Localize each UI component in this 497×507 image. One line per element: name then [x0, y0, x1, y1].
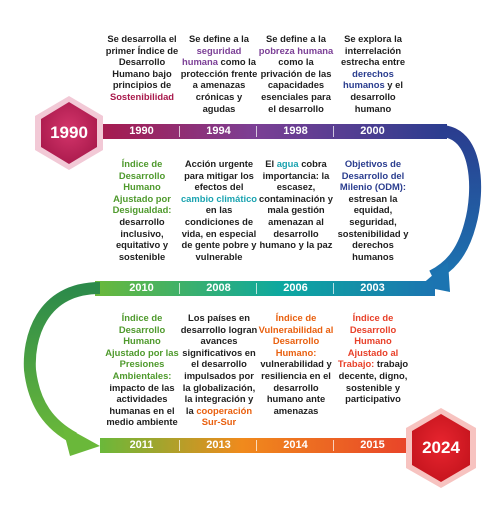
end-year-badge: 2024: [422, 438, 460, 457]
year-label: 2003: [360, 282, 385, 294]
milestone-description: Se explora la interrelación estrecha ent…: [334, 33, 412, 114]
year-label: 2013: [206, 439, 231, 451]
year-label: 2000: [360, 125, 385, 137]
end-badge-shape: [412, 414, 470, 482]
year-label: 1998: [283, 125, 308, 137]
highlighted-term: Índice de Vulnerabilidad al Desarrollo H…: [258, 312, 334, 358]
row-2-band: [95, 281, 435, 296]
highlighted-term: Objetivos de Desarrollo del Milenio (ODM…: [339, 158, 407, 193]
year-label: 2008: [206, 282, 231, 294]
left-curve-connector: [23, 282, 101, 444]
year-separator: [333, 440, 334, 451]
milestone-description: Índice de Desarrollo Humano Ajustado al …: [334, 312, 412, 405]
description-text: estresan la equidad, seguridad, sostenib…: [337, 192, 409, 262]
year-label: 1990: [129, 125, 154, 137]
highlighted-term: Índice de Desarrollo Humano Ajustado por…: [112, 158, 172, 216]
year-label: 2011: [129, 439, 154, 451]
milestone-description: Acción urgente para mitigar los efectos …: [180, 158, 258, 262]
highlighted-term: seguridad humana: [182, 44, 242, 68]
highlighted-term: cooperación Sur-Sur: [196, 404, 253, 428]
description-text: Se define a la: [189, 33, 249, 44]
description-text: desarrollo inclusivo, equitativo y soste…: [115, 215, 169, 262]
description-text: Se define a la: [266, 33, 326, 44]
year-separator: [179, 440, 180, 451]
year-separator: [333, 126, 334, 137]
highlighted-term: cambio climático: [180, 192, 258, 204]
description-text: Se explora la interrelación estrecha ent…: [340, 33, 406, 68]
year-separator: [179, 126, 180, 137]
year-separator: [256, 283, 257, 294]
milestone-description: Se desarrolla el primer Índice de Desarr…: [103, 33, 181, 103]
year-separator: [333, 283, 334, 294]
year-separator: [256, 126, 257, 137]
milestone-description: Se define a la pobreza humana como la pr…: [257, 33, 335, 114]
year-label: 2006: [283, 282, 308, 294]
description-text: El: [265, 158, 277, 169]
milestone-description: Índice de Vulnerabilidad al Desarrollo H…: [257, 312, 335, 416]
milestone-description: Se define a la seguridad humana como la …: [180, 33, 258, 114]
left-arrowhead: [62, 425, 100, 456]
highlighted-term: Índice de Desarrollo Humano Ajustado por…: [105, 312, 179, 381]
description-text: Acción urgente para mitigar los efectos …: [184, 158, 254, 193]
year-label: 2014: [283, 439, 308, 451]
highlighted-term: pobreza humana: [258, 44, 334, 56]
year-separator: [256, 440, 257, 451]
row-1-band: [95, 124, 447, 139]
milestone-description: Índice de Desarrollo Humano Ajustado por…: [103, 158, 181, 262]
description-text: Los países en desarrollo logran avances …: [180, 312, 258, 416]
start-badge-shape: [41, 102, 97, 164]
milestone-description: Índice de Desarrollo Humano Ajustado por…: [103, 312, 181, 428]
description-text: vulnerabilidad y resiliencia en el desar…: [260, 358, 332, 416]
description-text: cobra importancia: la escasez, contamina…: [259, 158, 333, 251]
highlighted-term: agua: [276, 158, 299, 169]
year-separator: [179, 283, 180, 294]
highlighted-term: Índice de Desarrollo Humano Ajustado al …: [337, 312, 399, 370]
year-label: 2015: [360, 439, 385, 451]
milestone-description: Objetivos de Desarrollo del Milenio (ODM…: [334, 158, 412, 262]
description-text: y el desarrollo humano: [350, 79, 403, 114]
highlighted-term: Sostenibilidad: [109, 90, 175, 102]
milestone-description: Los países en desarrollo logran avances …: [180, 312, 258, 428]
highlighted-term: derechos humanos: [343, 67, 394, 91]
right-curve-connector: [429, 125, 482, 282]
row-3-band: [100, 438, 415, 453]
milestone-description: El agua cobra importancia: la escasez, c…: [257, 158, 335, 251]
year-label: 1994: [206, 125, 231, 137]
start-year-badge: 1990: [50, 123, 88, 142]
year-label: 2010: [129, 282, 154, 294]
description-text: Se desarrolla el primer Índice de Desarr…: [105, 33, 179, 91]
description-text: impacto de las actividades humanas en el…: [106, 381, 178, 428]
description-text: trabajo decente, digno, sostenible y par…: [338, 358, 409, 405]
description-text: como la privación de las capacidades ese…: [260, 56, 332, 114]
description-text: en las condiciones de vida, en especial …: [181, 204, 257, 262]
description-text: como la protección frente a amenazas cró…: [180, 56, 258, 114]
